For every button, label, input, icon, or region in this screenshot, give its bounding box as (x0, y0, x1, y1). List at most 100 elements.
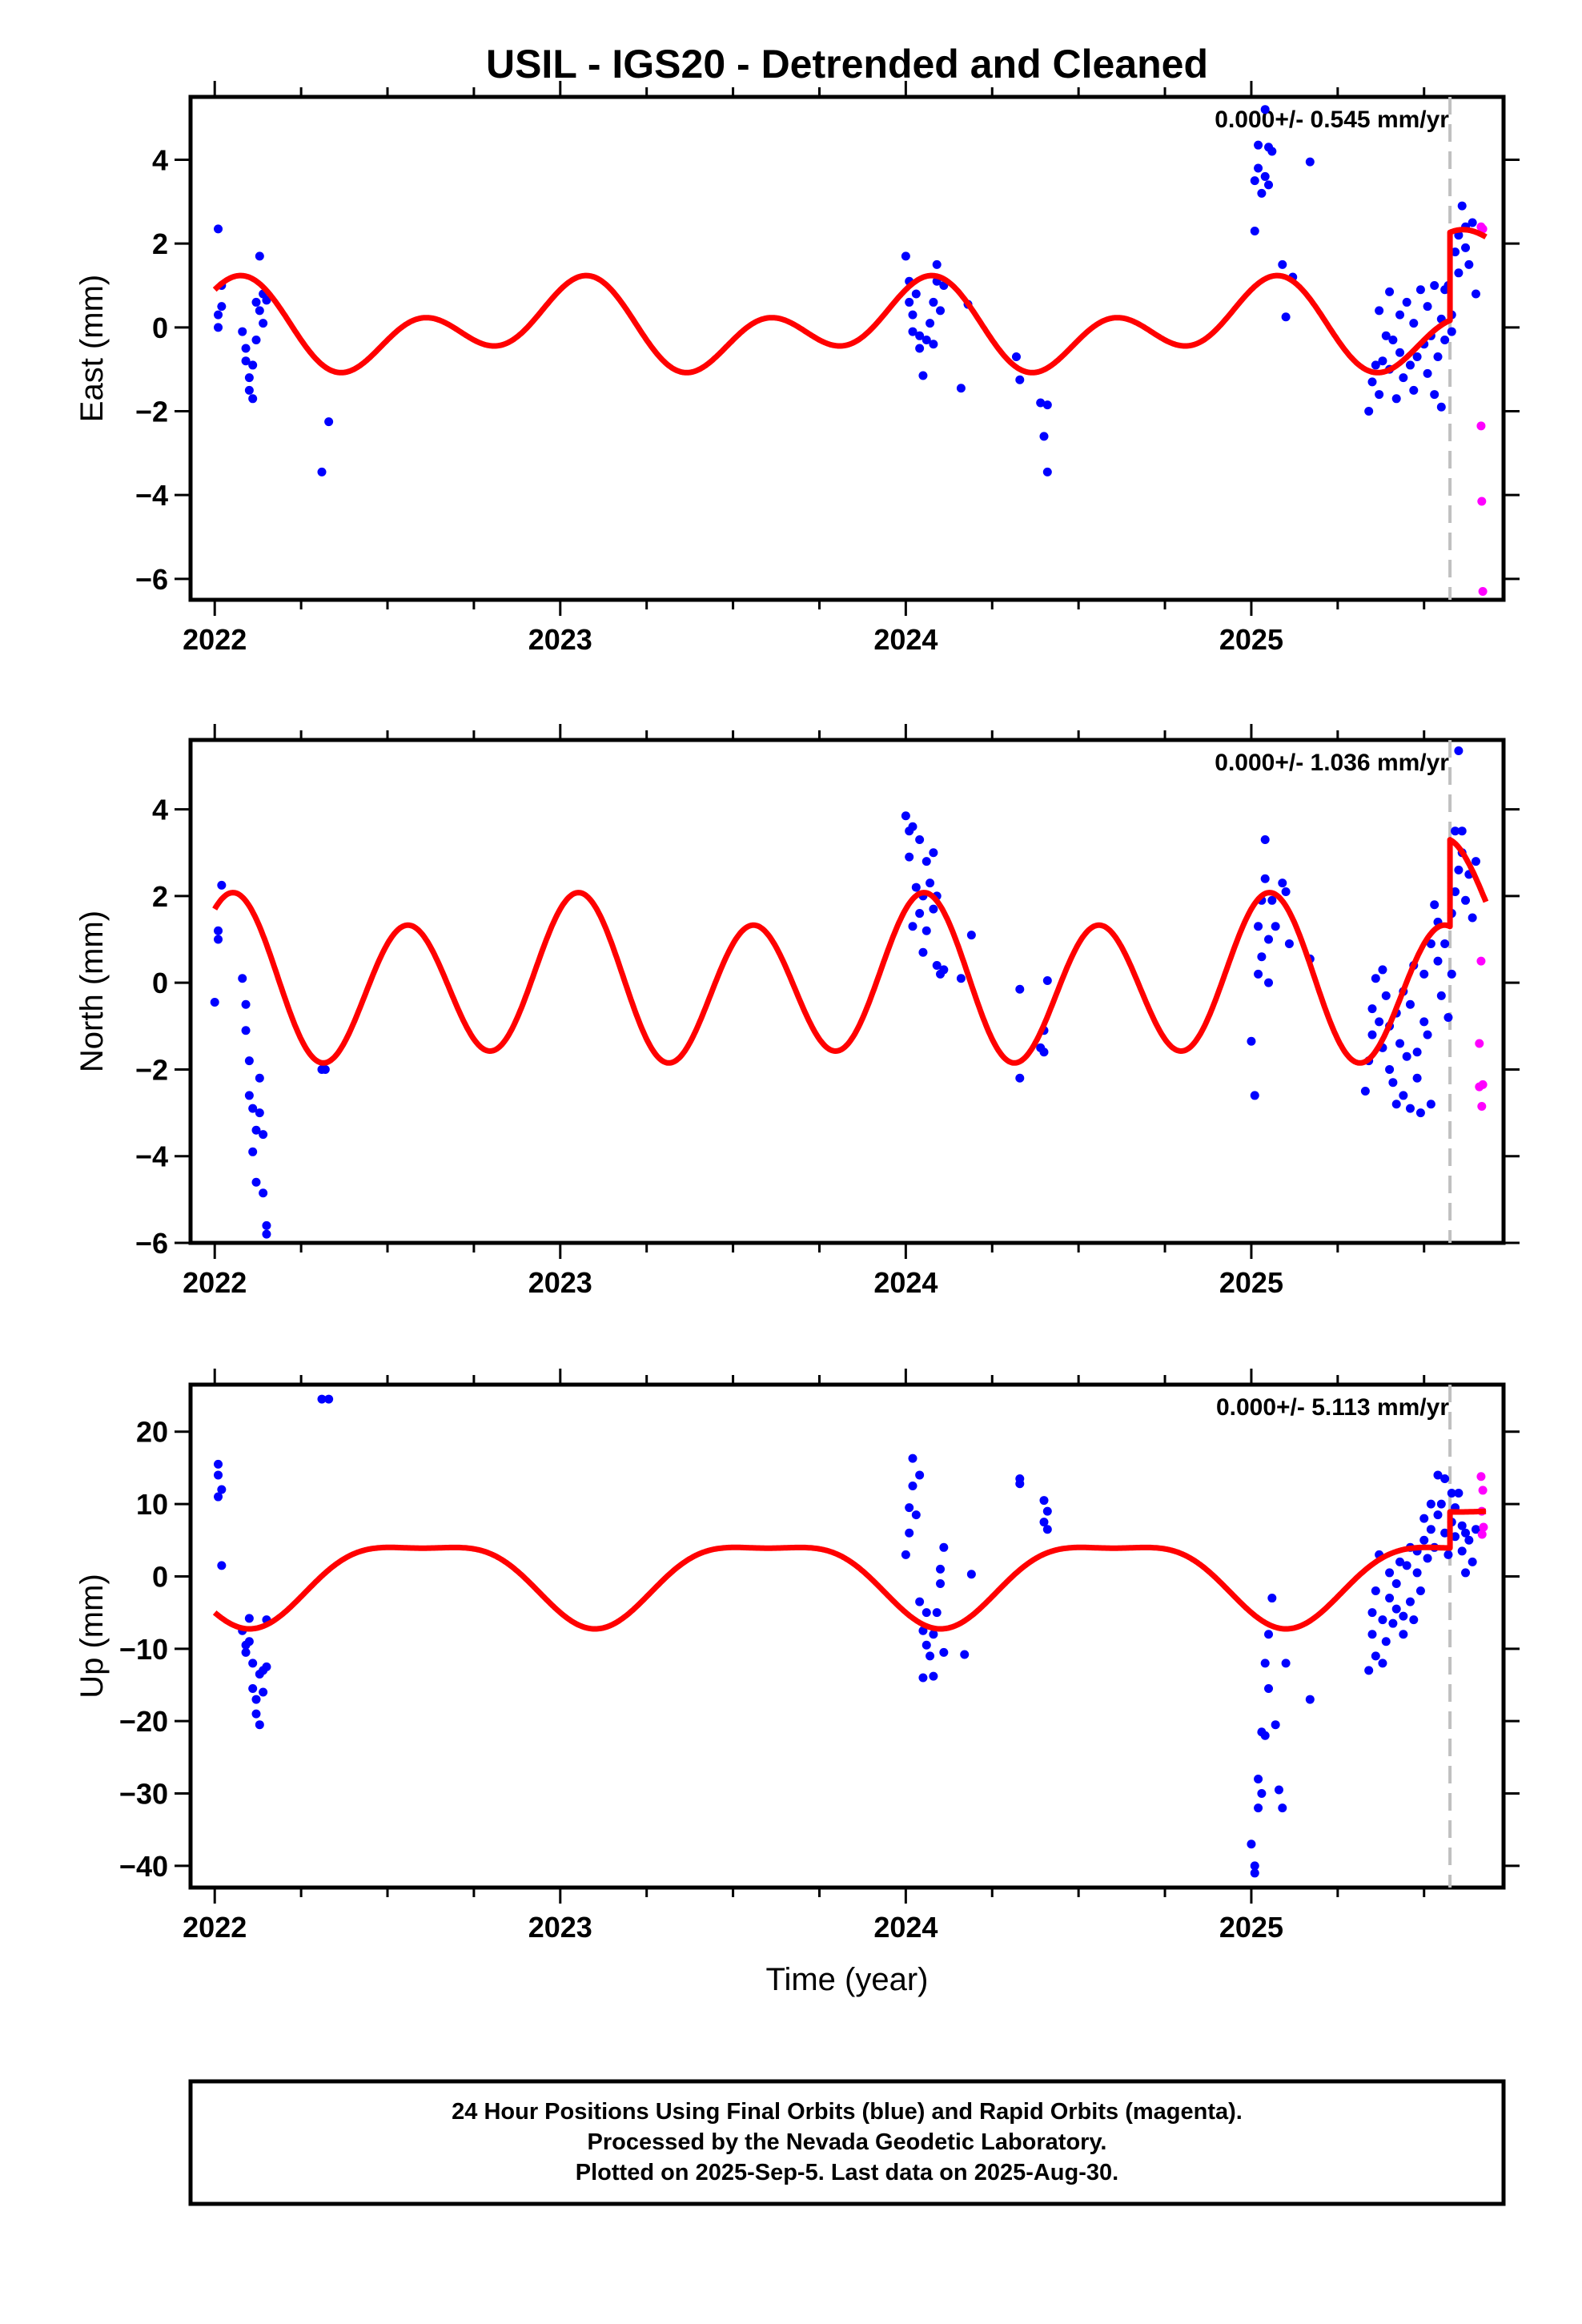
final-orbit-point (926, 319, 935, 328)
final-orbit-point (1375, 306, 1384, 316)
final-orbit-point (1247, 1839, 1256, 1849)
final-orbit-point (1281, 312, 1291, 322)
final-orbit-point (1426, 1499, 1435, 1509)
final-orbit-point (1430, 900, 1439, 910)
final-orbit-point (1281, 887, 1291, 896)
footer-box (188, 2079, 1506, 2206)
final-orbit-point (244, 385, 254, 395)
final-orbit-point (1254, 922, 1263, 931)
final-orbit-point (1447, 327, 1456, 336)
final-orbit-point (1433, 352, 1443, 361)
final-orbit-point (936, 1578, 946, 1588)
final-orbit-point (915, 331, 925, 340)
final-orbit-point (214, 224, 223, 234)
final-orbit-point (1423, 1554, 1432, 1563)
final-orbit-point (908, 327, 917, 336)
final-orbit-point (932, 259, 942, 269)
final-orbit-point (1461, 243, 1471, 252)
final-orbit-point (1364, 407, 1374, 416)
final-orbit-point (1367, 1630, 1377, 1639)
footer-line-1: 24 Hour Positions Using Final Orbits (bl… (452, 2099, 1243, 2125)
y-tick-label: −4 (135, 479, 168, 512)
final-orbit-point (1412, 352, 1422, 361)
final-orbit-point (1042, 1506, 1052, 1516)
final-orbit-point (1250, 226, 1259, 235)
final-orbit-point (1443, 1550, 1453, 1559)
x-tick-label: 2025 (1219, 1911, 1283, 1944)
final-orbit-point (918, 947, 928, 957)
final-orbit-point (932, 961, 942, 971)
final-orbit-point (238, 974, 247, 983)
final-orbit-point (918, 371, 928, 380)
final-orbit-point (1399, 1091, 1408, 1100)
final-orbit-point (244, 1637, 254, 1647)
final-orbit-point (1388, 1078, 1398, 1088)
final-orbit-point (262, 1229, 271, 1239)
final-orbit-point (1405, 999, 1415, 1009)
x-tick-label: 2022 (183, 623, 247, 656)
final-orbit-point (1395, 348, 1405, 357)
final-orbit-point (1461, 1528, 1471, 1538)
final-orbit-point (217, 302, 227, 312)
final-orbit-point (244, 1614, 254, 1623)
y-tick-label: 4 (152, 794, 168, 826)
final-orbit-point (1264, 1684, 1274, 1694)
x-tick-label: 2022 (183, 1266, 247, 1299)
final-orbit-point (1440, 1528, 1450, 1538)
final-orbit-point (911, 883, 921, 892)
final-orbit-point (905, 1503, 914, 1513)
final-orbit-point (1405, 1597, 1415, 1606)
rapid-orbit-point (1478, 1080, 1488, 1089)
chart-title: USIL - IGS20 - Detrended and Cleaned (486, 42, 1208, 86)
final-orbit-point (241, 1026, 251, 1035)
final-orbit-point (1391, 394, 1401, 404)
final-orbit-point (248, 360, 258, 370)
final-orbit-point (1042, 1525, 1052, 1534)
final-orbit-point (1367, 1030, 1377, 1039)
final-orbit-point (1399, 373, 1408, 383)
final-orbit-point (921, 926, 931, 935)
final-orbit-point (214, 310, 223, 320)
final-orbit-point (248, 1104, 258, 1113)
final-orbit-point (1464, 1535, 1474, 1545)
final-orbit-point (939, 1542, 949, 1552)
final-orbit-point (255, 1108, 264, 1118)
final-orbit-point (966, 931, 976, 940)
final-orbit-point (1415, 1586, 1425, 1596)
plot-area (212, 1385, 1488, 1888)
final-orbit-point (1415, 285, 1425, 295)
rapid-orbit-point (1477, 497, 1487, 506)
rapid-orbit-point (1476, 956, 1486, 966)
rapid-orbit-point (1477, 1530, 1487, 1539)
final-orbit-point (1423, 368, 1432, 378)
final-orbit-point (1042, 975, 1052, 985)
final-orbit-point (929, 904, 938, 914)
final-orbit-point (251, 297, 261, 307)
final-orbit-point (1015, 1073, 1025, 1083)
footer-line-2: Processed by the Nevada Geodetic Laborat… (588, 2129, 1107, 2155)
final-orbit-point (324, 417, 334, 427)
plot-area (212, 97, 1488, 600)
final-orbit-point (1381, 1637, 1391, 1647)
panel-east: 2022 2023 2024 2025 −6 −4 −2 0 2 4 East (mm) 0.000+… (74, 81, 1520, 656)
final-orbit-point (939, 965, 949, 975)
final-orbit-point (1457, 1546, 1467, 1556)
y-tick-label: 10 (136, 1488, 168, 1521)
final-orbit-point (1447, 1489, 1456, 1498)
final-orbit-point (1433, 956, 1443, 966)
final-orbit-point (1250, 1091, 1259, 1100)
final-orbit-point (259, 319, 268, 328)
rapid-orbit-point (1476, 1472, 1486, 1482)
rapid-orbit-point (1476, 421, 1486, 431)
final-orbit-point (1039, 1496, 1049, 1506)
final-orbit-point (255, 1720, 264, 1730)
final-orbit-point (908, 1454, 917, 1463)
y-axis-label: East (mm) (74, 275, 110, 422)
y-axis-label: North (mm) (74, 911, 110, 1072)
final-orbit-point (956, 974, 966, 983)
final-orbit-point (936, 306, 946, 316)
final-orbit-point (966, 1570, 976, 1579)
final-orbit-point (248, 1684, 258, 1694)
final-orbit-point (1391, 1100, 1401, 1109)
